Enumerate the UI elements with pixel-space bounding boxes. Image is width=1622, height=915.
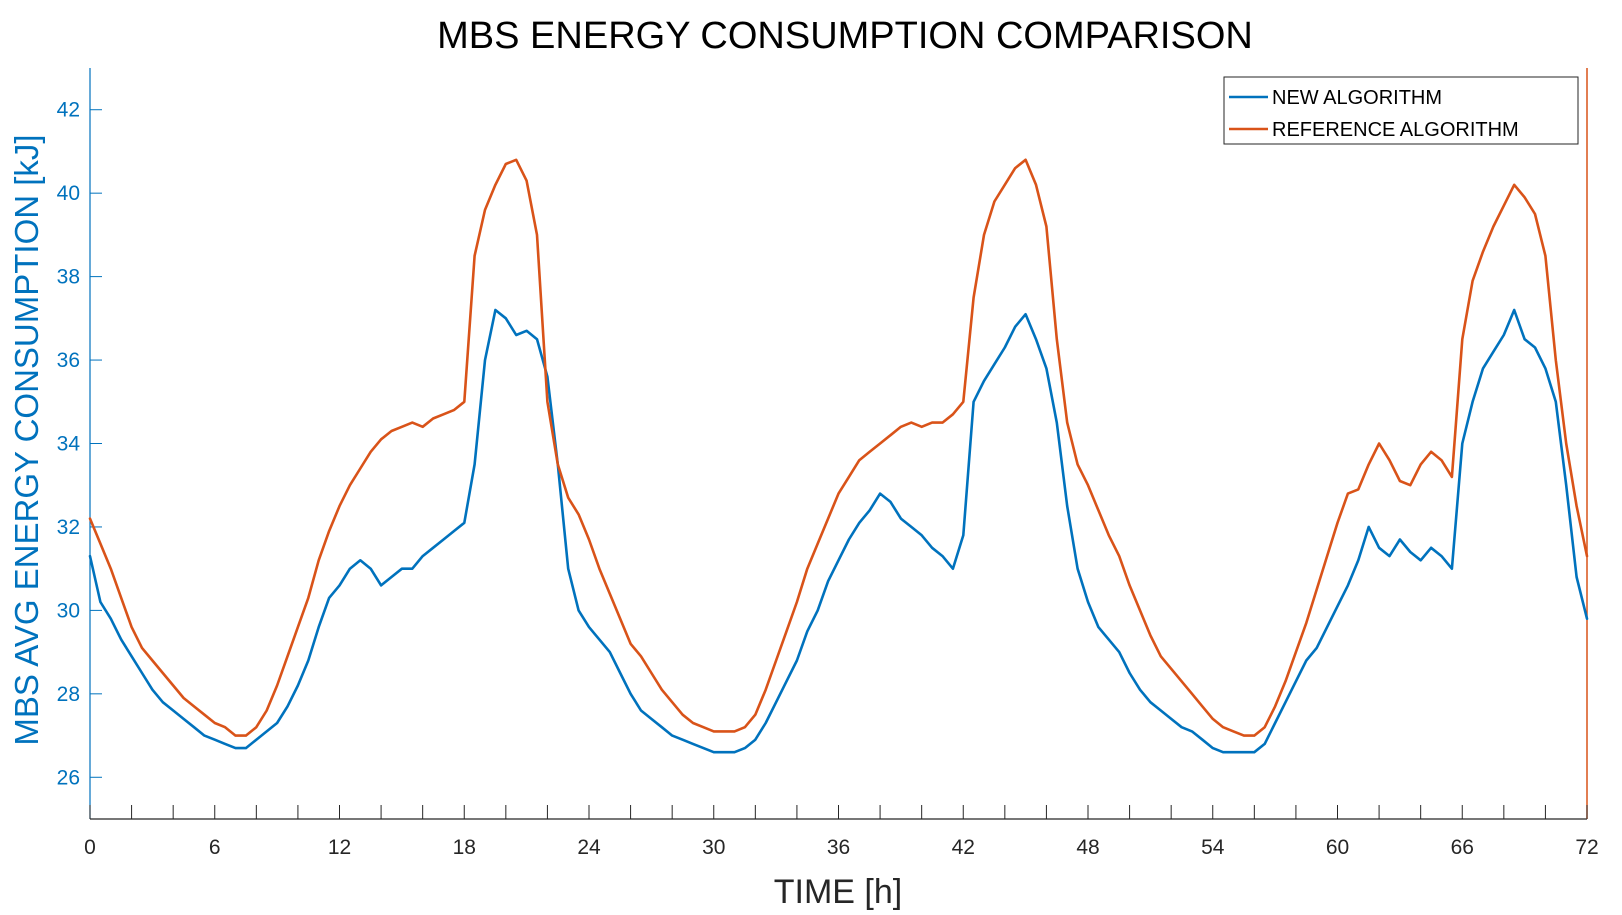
x-tick-label: 24 <box>577 836 601 859</box>
x-tick-label: 6 <box>209 836 221 859</box>
legend-label-new: NEW ALGORITHM <box>1272 87 1442 109</box>
x-tick-label: 18 <box>453 836 476 859</box>
legend-box <box>1223 76 1579 145</box>
x-tick-label: 54 <box>1201 836 1225 859</box>
y-tick-label: 32 <box>57 516 80 539</box>
x-tick-label: 12 <box>328 836 351 859</box>
series-layer <box>88 158 1589 754</box>
x-tick-label: 60 <box>1326 836 1349 859</box>
y-tick-label: 26 <box>57 766 80 789</box>
series-line-new-algorithm <box>88 308 1589 754</box>
axes: 26 28 30 32 34 36 38 40 42 0 6 12 18 24 30 36 42 48 54 60 66… <box>57 68 1599 859</box>
x-tick-label: 72 <box>1575 836 1598 859</box>
chart-title: MBS ENERGY CONSUMPTION COMPARISON <box>437 15 1253 57</box>
x-tick-label: 36 <box>827 836 850 859</box>
y-tick-label: 36 <box>57 349 80 372</box>
y-axis-label: MBS AVG ENERGY CONSUMPTION [kJ] <box>8 134 45 745</box>
legend-label-reference: REFERENCE ALGORITHM <box>1272 119 1519 141</box>
legend: NEW ALGORITHM REFERENCE ALGORITHM <box>1223 76 1579 145</box>
y-tick-label: 40 <box>57 182 80 205</box>
y-tick-label: 30 <box>57 599 80 622</box>
x-tick-label: 48 <box>1076 836 1099 859</box>
y-tick-label: 34 <box>57 433 81 456</box>
y-tick-label: 42 <box>57 99 80 122</box>
y-tick-label: 28 <box>57 683 80 706</box>
x-axis-label: TIME [h] <box>774 873 902 911</box>
x-tick-label: 66 <box>1451 836 1474 859</box>
series-line-reference-algorithm <box>88 158 1589 737</box>
x-tick-label: 42 <box>952 836 975 859</box>
x-tick-label: 0 <box>84 836 96 859</box>
x-tick-label: 30 <box>702 836 725 859</box>
y-tick-label: 38 <box>57 266 80 289</box>
